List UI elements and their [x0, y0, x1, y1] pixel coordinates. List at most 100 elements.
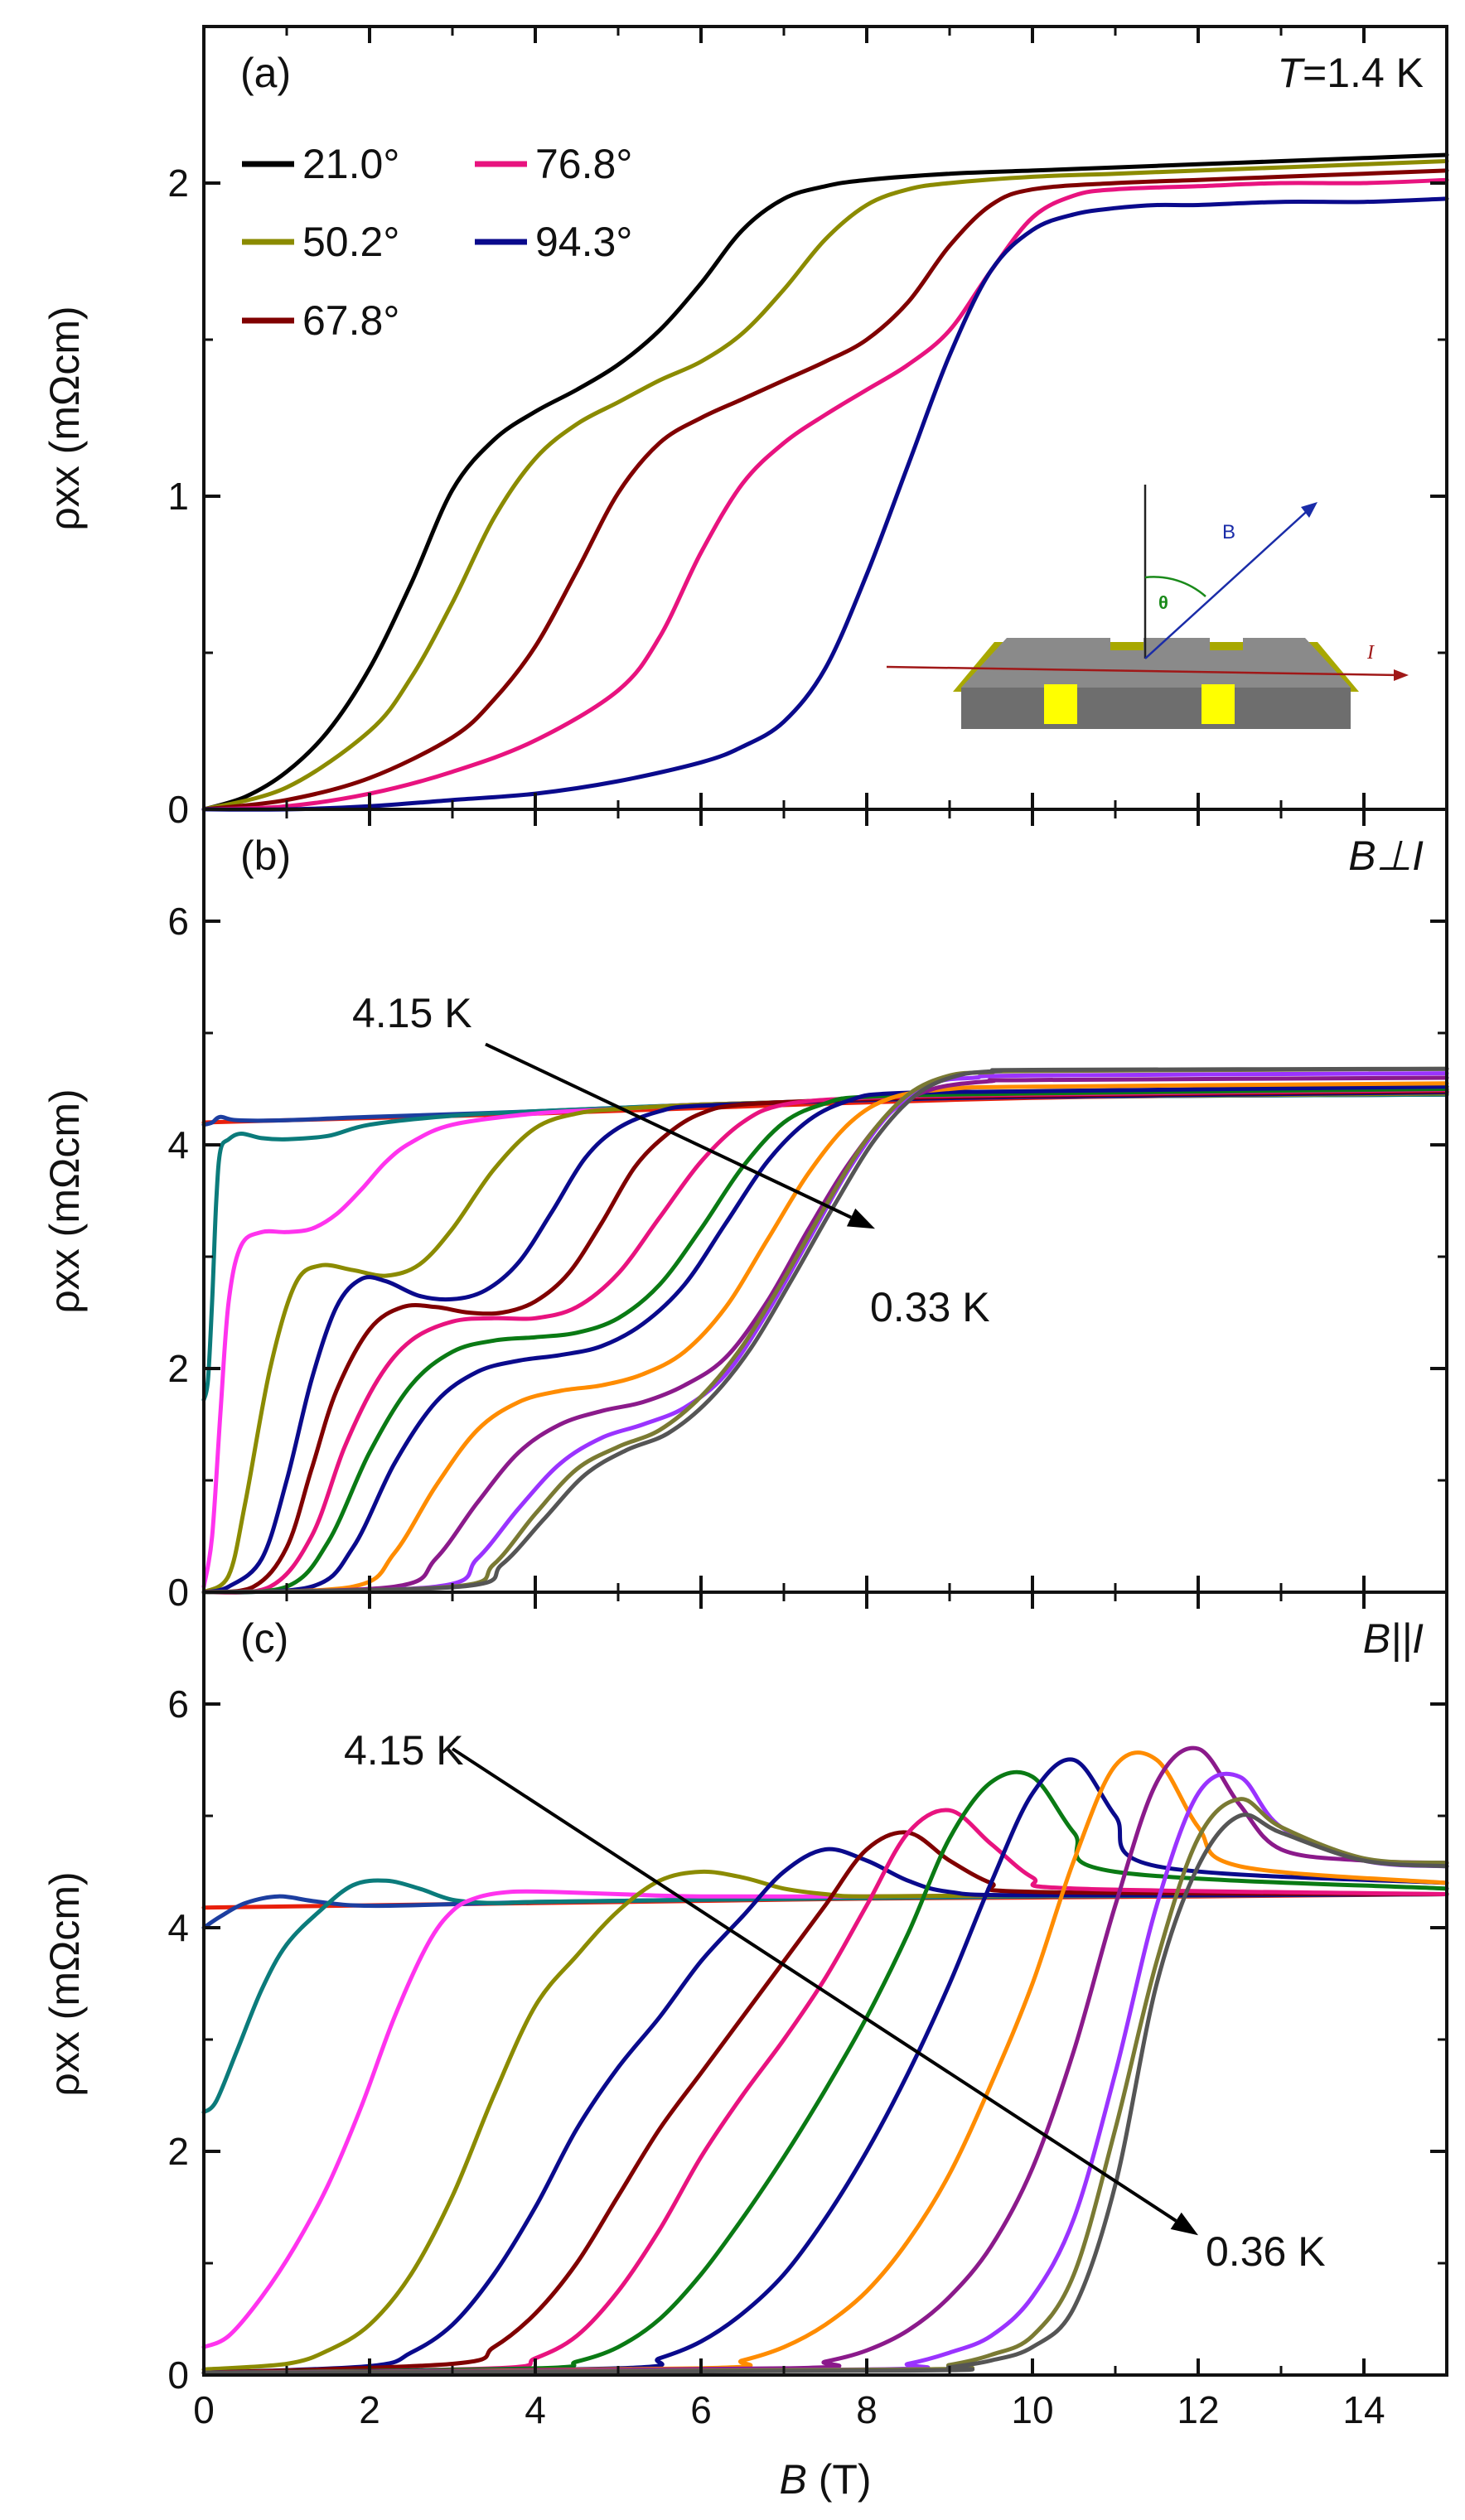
sample-schematic-inset: B θ I — [886, 485, 1409, 729]
legend-label-50-2: 50.2° — [302, 219, 399, 265]
x-axis-title: B (T) — [779, 2456, 871, 2503]
y-tick-label-c-0: 0 — [167, 2353, 189, 2397]
series-line-c-0-6-K — [201, 1771, 1449, 2375]
series-line-a-67-8- — [201, 168, 1449, 812]
x-tick-label-6: 6 — [690, 2388, 712, 2431]
series-line-a-50-2- — [201, 159, 1449, 812]
series-line-b-3-6-K — [201, 1092, 1449, 1402]
field-orientation-b: B⊥I — [1348, 833, 1424, 879]
legend-label-21-0: 21.0° — [302, 141, 399, 187]
x-tick-label-2: 2 — [359, 2388, 380, 2431]
inset-contact-left — [1044, 684, 1077, 724]
series-line-a-76-8- — [201, 177, 1449, 812]
legend-label-76-8: 76.8° — [535, 141, 632, 187]
series-line-b-2-1-K — [201, 1088, 1449, 1595]
x-tick-label-4: 4 — [525, 2388, 546, 2431]
temperature-arrowhead-c — [1170, 2212, 1198, 2236]
x-axis-title-symbol: B — [779, 2456, 806, 2503]
y-axis-title-c: ρxx (mΩcm) — [41, 1871, 88, 2096]
inset-current-line — [886, 665, 1401, 677]
inset-angle-arc — [1144, 576, 1206, 597]
x-tick-labels: 0 2 4 6 8 10 12 14 — [193, 2388, 1385, 2431]
x-axis-title-unit: (T) — [807, 2456, 872, 2503]
temperature-arrow-b — [485, 1042, 852, 1219]
series-line-b-0-9-K — [201, 1075, 1449, 1595]
series-line-b-3-3-K — [201, 1091, 1449, 1589]
y-tick-label-b-2: 2 — [167, 1347, 189, 1390]
y-tick-label-b-0: 0 — [167, 1571, 189, 1614]
y-axis-title-a: ρxx (mΩcm) — [41, 306, 88, 530]
y-tick-label-a-1: 1 — [167, 475, 189, 518]
series-line-c-2-7-K — [201, 1847, 1449, 2375]
inset-label-theta: θ — [1158, 592, 1168, 613]
series-line-b-0-6-K — [201, 1071, 1449, 1595]
curves-panel-b — [201, 1066, 1449, 1595]
panel-b: 0 2 4 6 (b) B⊥I 4.15 K 0.33 K — [167, 808, 1449, 1614]
inset-field-arrowhead — [1301, 502, 1318, 518]
inset-top-face — [961, 638, 1351, 688]
annotation-T: T — [1278, 50, 1306, 96]
annotation-value: =1.4 K — [1303, 50, 1424, 96]
curves-panel-a — [201, 152, 1449, 812]
x-tick-label-14: 14 — [1342, 2388, 1385, 2431]
temperature-arrow-c — [451, 1747, 1177, 2223]
series-line-c-1-2-K — [201, 1750, 1449, 2375]
y-tick-label-c-2: 2 — [167, 2130, 189, 2173]
series-line-b-1-2-K — [201, 1081, 1449, 1595]
y-tick-label-a-2: 2 — [167, 162, 189, 205]
series-line-b-3-0-K — [201, 1091, 1449, 1595]
series-line-c-0-9-K — [201, 1745, 1449, 2375]
series-line-c-0-36-K — [201, 1813, 1449, 2375]
x-tick-label-10: 10 — [1011, 2388, 1053, 2431]
series-line-b-0-33-K — [201, 1066, 1449, 1595]
plot-frame-c — [202, 1591, 1448, 2377]
series-line-c-1-5-K — [201, 1757, 1449, 2375]
arrow-start-label-c: 4.15 K — [344, 1727, 464, 1774]
temperature-arrowhead-b — [846, 1208, 875, 1229]
series-line-b-1-5-K — [201, 1084, 1449, 1595]
ticks-panel-c: 0 2 4 6 — [167, 1592, 1448, 2397]
panel-label-a: (a) — [240, 50, 291, 96]
arrow-end-label-c: 0.36 K — [1206, 2228, 1326, 2275]
series-line-c-3-3-K — [201, 1889, 1449, 2349]
inset-label-B: B — [1222, 521, 1235, 543]
inset-field-line — [1144, 504, 1314, 659]
series-line-b-2-7-K — [201, 1090, 1449, 1595]
legend-label-94-3: 94.3° — [535, 219, 632, 265]
series-line-a-94-3- — [201, 196, 1449, 812]
y-tick-label-b-6: 6 — [167, 900, 189, 943]
series-line-c-2-4-K — [201, 1830, 1449, 2375]
inset-contact-right — [1201, 684, 1235, 724]
series-line-b-2-4-K — [201, 1089, 1449, 1595]
y-tick-label-c-6: 6 — [167, 1682, 189, 1726]
temperature-annotation: T=1.4 K — [1278, 50, 1424, 96]
arrow-end-label-b: 0.33 K — [870, 1284, 990, 1330]
series-line-c-3-0-K — [201, 1869, 1449, 2372]
panel-a: 0 1 2 (a) T=1.4 K 21.0° 50.2° 67.8° 76.8° … — [167, 25, 1449, 831]
legend-angles: 21.0° 50.2° 67.8° 76.8° 94.3° — [242, 141, 632, 344]
curves-panel-c — [201, 1745, 1449, 2375]
inset-current-arrowhead — [1394, 669, 1409, 681]
panel-label-c: (c) — [240, 1615, 288, 1662]
panel-c: 0 2 4 6 (c) B||I 4.15 K 0.36 K — [167, 1591, 1449, 2397]
x-tick-label-12: 12 — [1177, 2388, 1219, 2431]
y-tick-label-b-4: 4 — [167, 1123, 189, 1166]
x-tick-label-8: 8 — [856, 2388, 878, 2431]
legend-label-67-8: 67.8° — [302, 297, 399, 344]
ticks-panel-b: 0 2 4 6 — [167, 809, 1448, 1614]
y-tick-label-c-4: 4 — [167, 1906, 189, 1949]
field-orientation-c: B||I — [1363, 1615, 1424, 1663]
series-line-c-2-1-K — [201, 1808, 1449, 2375]
series-line-c-3-6-K — [201, 1878, 1449, 2115]
y-tick-label-a-0: 0 — [167, 788, 189, 831]
series-line-a-21-0- — [201, 152, 1449, 812]
inset-label-I: I — [1366, 642, 1375, 664]
y-axis-title-b: ρxx (mΩcm) — [41, 1089, 88, 1313]
series-line-b-1-8-K — [201, 1087, 1449, 1595]
panel-label-b: (b) — [240, 833, 291, 879]
x-tick-label-0: 0 — [193, 2388, 215, 2431]
series-line-c-1-8-K — [201, 1769, 1449, 2375]
inset-front-face — [961, 688, 1351, 729]
arrow-start-label-b: 4.15 K — [352, 990, 472, 1036]
